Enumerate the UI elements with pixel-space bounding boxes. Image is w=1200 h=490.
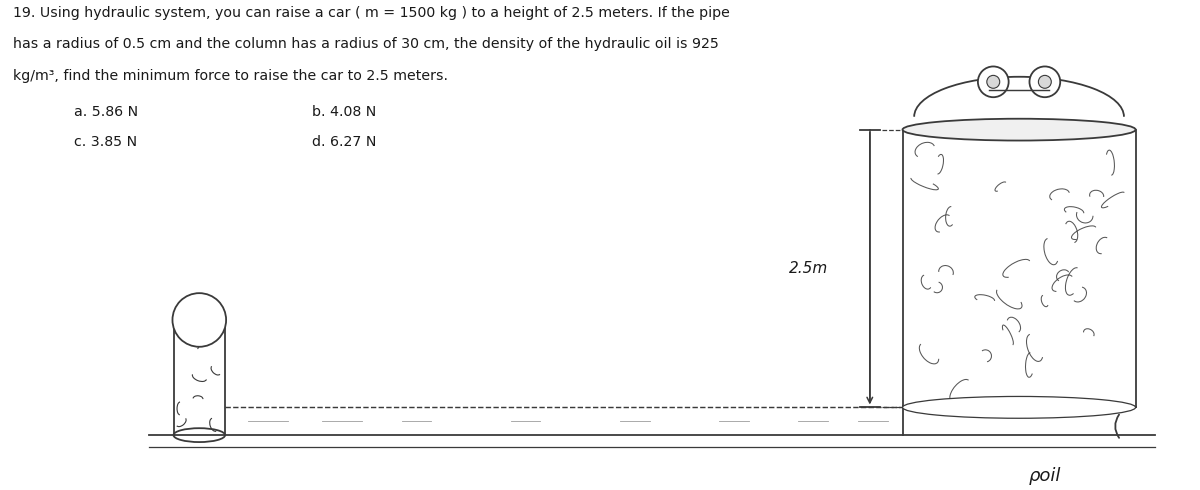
- Text: 2.5m: 2.5m: [788, 261, 828, 276]
- Ellipse shape: [902, 119, 1135, 141]
- Text: has a radius of 0.5 cm and the column has a radius of 30 cm, the density of the : has a radius of 0.5 cm and the column ha…: [13, 37, 719, 51]
- Text: a. 5.86 N: a. 5.86 N: [74, 105, 138, 119]
- Circle shape: [978, 67, 1009, 97]
- Text: ρoil: ρoil: [1028, 467, 1061, 485]
- Circle shape: [173, 293, 226, 347]
- Text: b. 4.08 N: b. 4.08 N: [312, 105, 377, 119]
- Text: c. 3.85 N: c. 3.85 N: [74, 135, 138, 148]
- Ellipse shape: [174, 428, 226, 442]
- Circle shape: [1038, 75, 1051, 88]
- Circle shape: [1030, 67, 1061, 97]
- Text: kg/m³, find the minimum force to raise the car to 2.5 meters.: kg/m³, find the minimum force to raise t…: [13, 69, 448, 83]
- Text: 19. Using hydraulic system, you can raise a car ( m = 1500 kg ) to a height of 2: 19. Using hydraulic system, you can rais…: [13, 6, 730, 20]
- Text: d. 6.27 N: d. 6.27 N: [312, 135, 377, 148]
- Ellipse shape: [902, 396, 1135, 418]
- Circle shape: [986, 75, 1000, 88]
